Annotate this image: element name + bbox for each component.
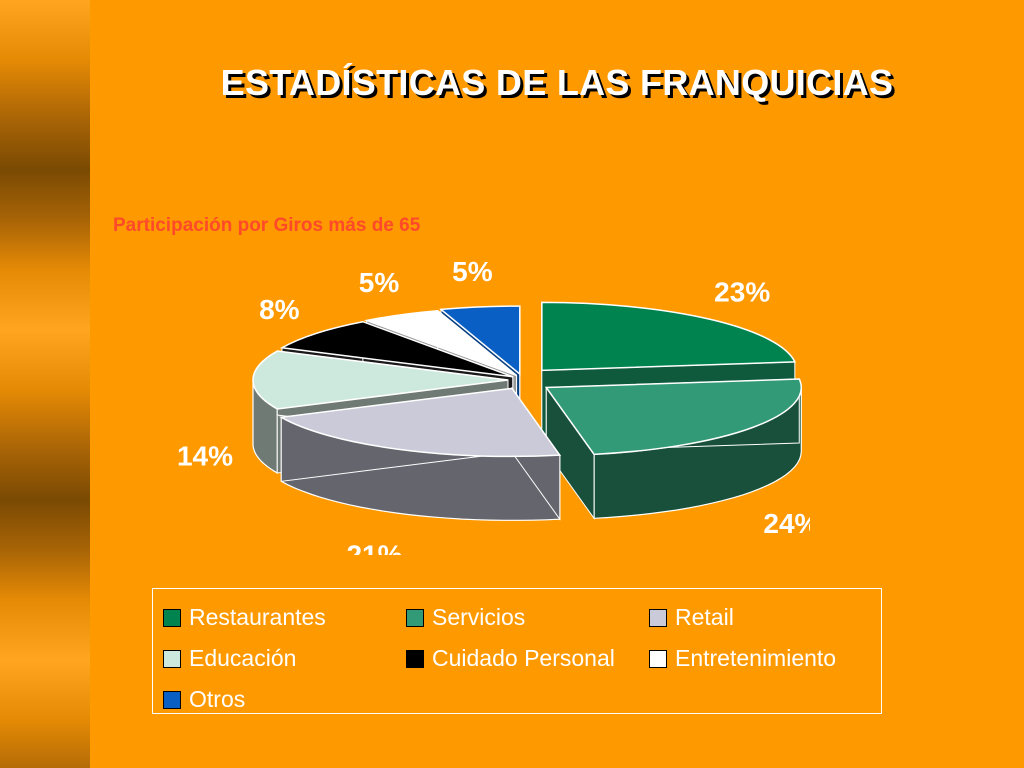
pie-label-4: 8% bbox=[259, 294, 300, 325]
legend-item: Entretenimiento bbox=[649, 638, 879, 679]
legend-label: Cuidado Personal bbox=[432, 645, 615, 671]
decorative-side-band bbox=[0, 0, 90, 768]
slide-title: ESTADÍSTICAS DE LAS FRANQUICIAS bbox=[220, 62, 894, 103]
pie-slice-1 bbox=[544, 378, 802, 456]
legend-item: Educación bbox=[163, 638, 406, 679]
legend-swatch bbox=[649, 608, 667, 627]
legend-grid: Restaurantes Servicios Retail Educación Cuid… bbox=[163, 597, 879, 720]
legend-item: Servicios bbox=[406, 597, 649, 638]
pie-label-3: 14% bbox=[177, 440, 233, 471]
pie-label-2: 21% bbox=[346, 540, 402, 555]
pie-slice-2 bbox=[278, 387, 562, 458]
pie-label-5: 5% bbox=[359, 267, 400, 298]
pie-chart: 23% 24% 21% 14% 8% 5% 5% bbox=[177, 256, 810, 555]
legend-item: Cuidado Personal bbox=[406, 638, 649, 679]
pie-label-1: 24% bbox=[763, 508, 810, 539]
legend-label: Entretenimiento bbox=[675, 645, 837, 671]
legend-label: Servicios bbox=[432, 604, 526, 630]
chart-legend: Restaurantes Servicios Retail Educación Cuid… bbox=[152, 588, 882, 714]
legend-swatch bbox=[163, 649, 181, 668]
legend-swatch bbox=[406, 649, 424, 668]
legend-label: Educación bbox=[189, 645, 297, 671]
pie-slice-3 bbox=[252, 350, 509, 410]
legend-swatch bbox=[406, 608, 424, 627]
chart-title: Participación por Giros más de 65 bbox=[113, 215, 421, 236]
pie-slice-4 bbox=[279, 320, 514, 378]
pie-label-6: 5% bbox=[452, 256, 493, 287]
legend-label: Retail bbox=[675, 604, 734, 630]
pie-slice-5 bbox=[363, 309, 518, 377]
legend-item: Restaurantes bbox=[163, 597, 406, 638]
legend-swatch bbox=[649, 649, 667, 668]
pie-slice-0 bbox=[541, 301, 796, 372]
legend-item: Retail bbox=[649, 597, 879, 638]
pie-label-0: 23% bbox=[714, 276, 770, 307]
legend-label: Otros bbox=[189, 686, 246, 712]
legend-item: Otros bbox=[163, 679, 406, 720]
legend-swatch bbox=[163, 690, 181, 709]
legend-label: Restaurantes bbox=[189, 604, 326, 630]
legend-swatch bbox=[163, 608, 181, 627]
pie-slice-6 bbox=[439, 305, 521, 376]
